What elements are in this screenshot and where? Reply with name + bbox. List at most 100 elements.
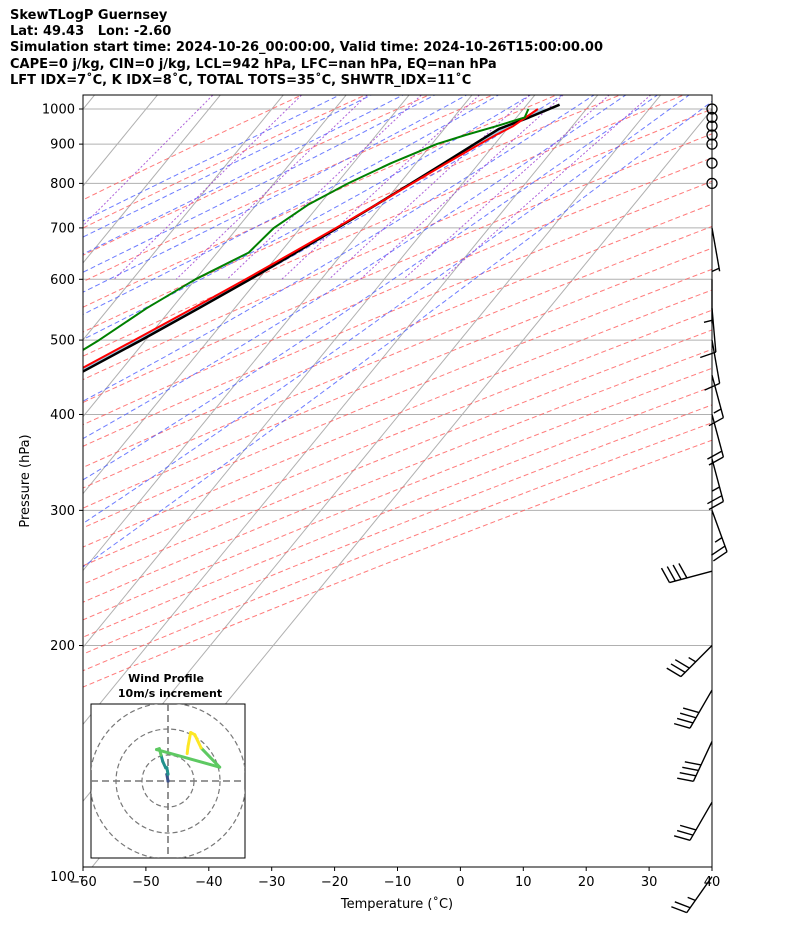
moist-adiabat-line <box>83 95 500 315</box>
wind-barb-flag <box>707 495 723 505</box>
time-line: Simulation start time: 2024-10-26_00:00:… <box>10 40 603 55</box>
wind-barb-half <box>687 896 696 902</box>
dry-adiabat-line <box>83 95 367 229</box>
moist-adiabat-line <box>83 95 595 402</box>
isotherm-line <box>83 95 473 572</box>
wind-barb-flag <box>678 563 688 579</box>
wind-barb-shaft <box>711 308 717 353</box>
dry-adiabat-line <box>83 404 712 655</box>
calm-wind-circle <box>706 177 718 190</box>
wind-barb-flag <box>676 717 694 724</box>
y-tick-label: 500 <box>50 334 75 349</box>
wind-barb-flag <box>674 901 691 909</box>
dry-adiabat-line <box>83 95 622 333</box>
location-line: Lat: 49.43 Lon: -2.60 <box>10 24 172 39</box>
dewpoint-profile-line <box>83 108 530 352</box>
wind-barb-flag <box>677 777 694 782</box>
data-layer <box>83 103 561 373</box>
wind-barb-half <box>714 537 723 543</box>
mixing-ratio-line <box>328 95 531 280</box>
cape-line: CAPE=0 j/kg, CIN=0 j/kg, LCL=942 hPa, LF… <box>10 57 497 72</box>
wind-barb-flag <box>679 772 697 777</box>
dry-adiabat-line <box>83 95 303 201</box>
moist-adiabat-line <box>83 95 532 341</box>
hodograph-plot <box>91 704 245 858</box>
wind-barb-flag <box>710 545 726 556</box>
calm-wind-circle <box>706 129 718 141</box>
wind-barb-flag <box>708 500 724 511</box>
wind-barb-shaft <box>711 375 725 418</box>
indices-line: LFT IDX=7˚C, K IDX=8˚C, TOTAL TOTS=35˚C,… <box>10 73 472 88</box>
wind-barb-shaft <box>711 227 721 272</box>
hodograph-trace-segment <box>155 748 222 769</box>
x-tick-label: 10 <box>515 875 532 890</box>
isotherm-line <box>83 95 536 649</box>
wind-barb-flag <box>682 766 699 772</box>
x-tick-label: 30 <box>641 875 658 890</box>
moist-adiabat-line <box>83 95 341 222</box>
y-tick-label: 700 <box>50 221 75 236</box>
mixing-ratio-line <box>403 95 610 280</box>
y-axis-label: Pressure (hPa) <box>18 434 33 527</box>
hodograph-trace-segment <box>199 746 222 769</box>
x-tick-label: 40 <box>704 875 721 890</box>
dry-adiabat-line <box>83 180 712 447</box>
mixing-ratio-line <box>281 95 481 280</box>
wind-barb-flag <box>700 351 717 359</box>
moist-adiabat-line <box>83 95 373 238</box>
wind-barb-flag <box>712 551 728 562</box>
wind-barb-flag <box>671 906 688 914</box>
moist-adiabat-line <box>83 95 659 481</box>
wind-barb-flag <box>708 417 724 427</box>
wind-barb-flag <box>684 761 702 766</box>
wind-barb-half <box>703 319 713 323</box>
y-tick-label: 900 <box>50 138 75 153</box>
mixing-ratio-line <box>359 95 564 280</box>
wind-barb-flag <box>666 667 682 678</box>
y-tick-label: 200 <box>50 639 75 654</box>
parcel-profile-line <box>83 103 561 373</box>
mixing-ratio-line <box>441 95 652 280</box>
y-tick-label: 1000 <box>42 103 75 118</box>
x-tick-label: −50 <box>132 875 159 890</box>
calm-wind-circle <box>706 120 718 132</box>
x-tick-label: 0 <box>456 875 464 890</box>
wind-barb-flag <box>679 824 697 831</box>
grid-layer <box>83 95 712 867</box>
mixing-ratio-line <box>113 95 303 280</box>
chart-title: SkewTLogP Guernsey <box>10 8 168 23</box>
hodograph-inset <box>90 703 246 859</box>
x-tick-label: −60 <box>69 875 96 890</box>
y-tick-label: 300 <box>50 504 75 519</box>
x-tick-label: 20 <box>578 875 595 890</box>
wind-barb-flag <box>660 567 671 583</box>
wind-barb-flag <box>673 722 691 729</box>
wind-barb-shaft <box>680 645 713 678</box>
wind-barb-flag <box>708 456 724 466</box>
calm-wind-circle <box>706 157 718 169</box>
x-axis-label: Temperature (˚C) <box>340 896 453 912</box>
y-tick-label: 100 <box>50 870 75 885</box>
wind-barb-flag <box>670 663 686 673</box>
dry-adiabat-line <box>83 367 712 621</box>
wind-barb-half <box>711 486 720 492</box>
mixing-ratio-line <box>175 95 369 280</box>
x-tick-label: −40 <box>195 875 222 890</box>
calm-wind-circle <box>706 111 718 124</box>
moist-adiabat-line <box>83 100 712 568</box>
wind-barb-flag <box>679 712 697 719</box>
hodograph-subtitle: 10m/s increment <box>118 687 222 700</box>
dry-adiabat-line <box>83 422 712 672</box>
wind-barb-flag <box>674 659 690 669</box>
wind-barb-flag <box>704 382 720 391</box>
dry-adiabat-line <box>83 108 712 381</box>
wind-barb-flag <box>682 707 700 714</box>
hodograph-trace-segment <box>186 731 193 748</box>
wind-barb-half <box>713 408 722 414</box>
moist-adiabat-line <box>83 95 468 293</box>
dry-adiabat-line <box>83 95 494 283</box>
temperature-profile-line <box>83 108 539 369</box>
isotherm-line <box>83 95 410 495</box>
y-tick-label: 600 <box>50 273 75 288</box>
